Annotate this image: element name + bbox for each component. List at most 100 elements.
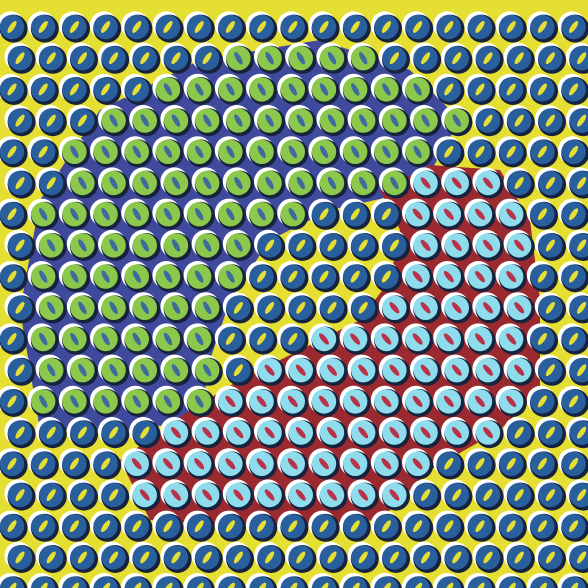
ring-element <box>129 105 161 137</box>
ring-element <box>347 229 379 261</box>
ring-dash <box>506 333 517 345</box>
ring-element <box>160 292 192 324</box>
ring-dash <box>226 270 235 283</box>
ring-dash <box>288 83 297 96</box>
ring-dash <box>506 520 516 533</box>
ring-element <box>370 573 402 588</box>
ring-dash <box>234 114 243 127</box>
ring-element <box>285 42 317 74</box>
ring-element <box>566 292 588 324</box>
ring-dash <box>413 520 423 533</box>
ring-dash <box>569 582 579 588</box>
ring-dash <box>296 239 306 252</box>
ring-dash <box>296 551 306 564</box>
ring-element <box>472 167 504 199</box>
ring-dash <box>483 239 493 252</box>
ring-element <box>27 73 59 105</box>
ring-dash <box>475 520 485 533</box>
ring-element <box>191 479 223 511</box>
ring-dash <box>38 145 48 158</box>
ring-element <box>129 354 161 386</box>
ring-dash <box>194 582 204 588</box>
ring-element <box>378 417 410 449</box>
ring-dash <box>163 83 173 96</box>
ring-dash <box>412 208 423 220</box>
ring-dash <box>264 426 275 439</box>
ring-dash <box>101 207 110 221</box>
ring-element <box>191 354 223 386</box>
ring-element <box>246 261 278 293</box>
ring-element <box>246 136 278 168</box>
ring-disc <box>530 576 555 588</box>
ring-dash <box>514 551 524 564</box>
ring-element <box>160 479 192 511</box>
ring-element <box>254 167 286 199</box>
ring-element <box>254 292 286 324</box>
ring-dash <box>389 426 400 439</box>
ring-dash <box>381 21 391 33</box>
ring-disc <box>467 576 493 588</box>
ring-dash <box>257 582 267 588</box>
ring-element <box>66 479 98 511</box>
ring-dash <box>257 270 267 283</box>
ring-dash <box>195 83 204 96</box>
ring-element <box>277 323 309 355</box>
ring-dash <box>226 83 235 96</box>
ring-element <box>503 105 535 137</box>
ring-dash <box>350 395 361 408</box>
ring-dash <box>101 457 111 470</box>
ring-dash <box>101 145 110 158</box>
ring-dash <box>7 270 17 283</box>
ring-dash <box>257 333 267 345</box>
ring-dash <box>109 176 118 190</box>
ring-dash <box>225 395 236 408</box>
ring-dash <box>171 426 181 439</box>
ring-element <box>316 167 348 199</box>
ring-element <box>464 198 496 230</box>
ring-element <box>526 198 558 230</box>
ring-element <box>0 385 28 417</box>
ring-dash <box>421 52 431 65</box>
ring-dash <box>78 176 87 190</box>
ring-element <box>4 541 36 573</box>
ring-dash <box>412 458 423 470</box>
ring-element <box>98 229 130 261</box>
ring-element <box>90 198 122 230</box>
ring-dash <box>358 239 368 252</box>
ring-dash <box>163 458 173 470</box>
ring-element <box>441 354 473 386</box>
ring-dash <box>389 364 400 376</box>
ring-dash <box>577 489 587 501</box>
ring-element <box>339 323 371 355</box>
ring-element <box>183 448 215 480</box>
ring-dash <box>225 458 236 470</box>
ring-dash <box>506 270 517 283</box>
ring-dash <box>265 551 275 564</box>
ring-element <box>277 198 309 230</box>
ring-dash <box>7 83 17 96</box>
ring-dash <box>265 301 275 314</box>
ring-dash <box>327 364 337 376</box>
ring-dash <box>537 333 547 345</box>
ring-element <box>526 448 558 480</box>
ring-dash <box>233 301 243 314</box>
ring-dash <box>537 21 547 33</box>
ring-element <box>4 105 36 137</box>
ring-dash <box>78 239 87 252</box>
ring-dash <box>46 489 56 501</box>
ring-element <box>4 229 36 261</box>
ring-element <box>277 448 309 480</box>
ring-dash <box>109 489 119 501</box>
ring-element <box>441 479 473 511</box>
ring-dash <box>413 21 423 33</box>
ring-dash <box>101 395 110 408</box>
ring-element <box>410 105 442 137</box>
ring-element <box>495 198 527 230</box>
ring-element <box>160 417 192 449</box>
ring-disc <box>343 576 368 588</box>
ring-dash <box>163 520 173 533</box>
ring-dash <box>70 332 79 346</box>
ring-dash <box>140 114 149 127</box>
ring-element <box>503 479 535 511</box>
ring-dash <box>163 395 173 408</box>
